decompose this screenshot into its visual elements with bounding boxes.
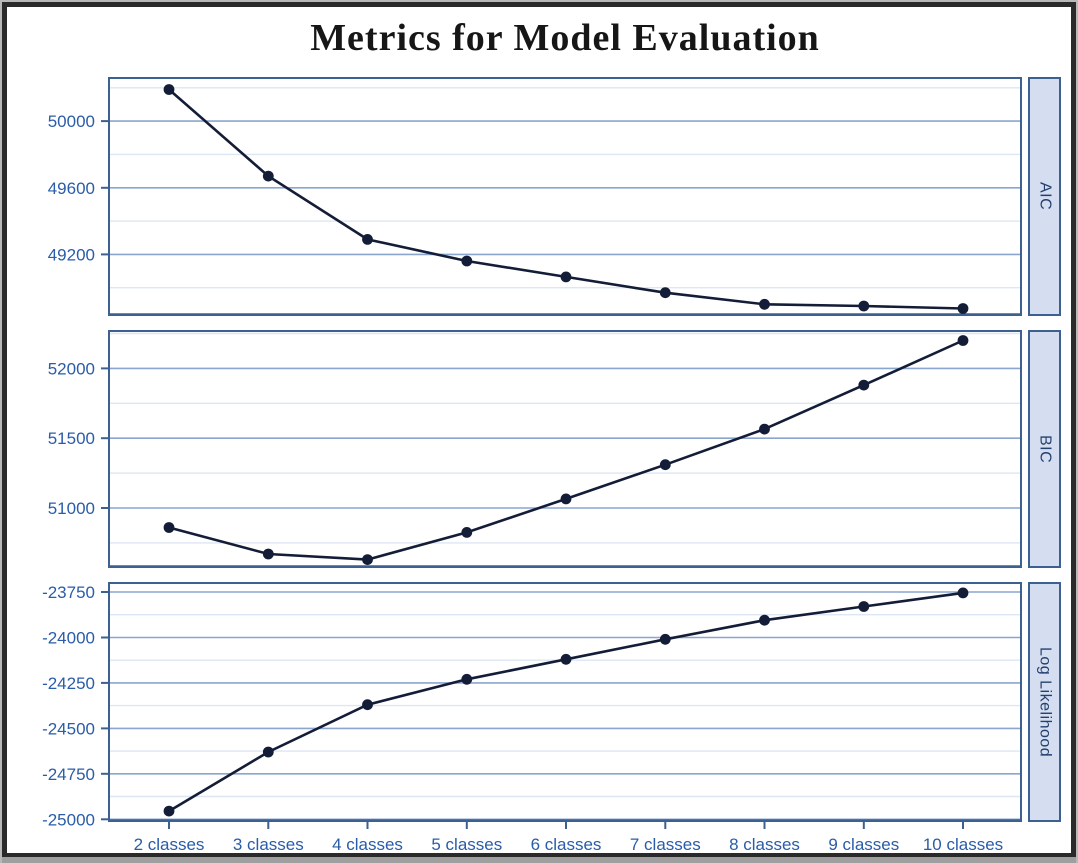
y-tick-label: -24500 bbox=[42, 719, 95, 738]
data-point bbox=[461, 255, 473, 267]
x-axis-label: 3 classes bbox=[233, 835, 304, 854]
x-axis-label: 2 classes bbox=[134, 835, 205, 854]
data-point bbox=[262, 170, 274, 182]
data-point bbox=[659, 633, 671, 645]
frame-bottom-edge bbox=[0, 857, 1078, 863]
data-point bbox=[163, 522, 175, 533]
y-tick-label: -24250 bbox=[42, 674, 95, 693]
data-point bbox=[262, 548, 274, 560]
data-point bbox=[560, 493, 572, 505]
data-point bbox=[659, 459, 671, 471]
data-point bbox=[163, 805, 175, 817]
data-point bbox=[858, 300, 870, 312]
aic-strip: AIC bbox=[1028, 77, 1061, 316]
data-point bbox=[858, 379, 870, 391]
y-tick-label: 50000 bbox=[48, 112, 95, 131]
x-axis-label: 4 classes bbox=[332, 835, 403, 854]
x-axis-label: 8 classes bbox=[729, 835, 800, 854]
loglikelihood-panel-plot: -23750 -24000 -24250 -24500 -24750 -25000 2 cl… bbox=[42, 582, 1022, 854]
data-point bbox=[759, 423, 770, 435]
data-point bbox=[858, 601, 870, 612]
data-point bbox=[759, 298, 770, 310]
data-point bbox=[659, 287, 671, 299]
data-point bbox=[362, 554, 373, 565]
y-tick-label: 52000 bbox=[48, 359, 95, 378]
y-tick-label: 51500 bbox=[48, 429, 95, 448]
x-axis-label: 9 classes bbox=[828, 835, 899, 854]
bic-strip: BIC bbox=[1028, 330, 1061, 568]
aic-panel-plot: 50000 49600 49200 bbox=[48, 77, 1022, 316]
aic-strip-label: AIC bbox=[1036, 182, 1054, 211]
y-tick-label: -23750 bbox=[42, 583, 95, 602]
bic-strip-label: BIC bbox=[1036, 434, 1054, 464]
plot-background bbox=[109, 330, 1021, 568]
data-point bbox=[362, 234, 373, 245]
data-point bbox=[262, 746, 274, 758]
data-point bbox=[759, 614, 770, 626]
data-point bbox=[560, 653, 572, 665]
data-point bbox=[957, 335, 969, 346]
data-point bbox=[461, 527, 473, 538]
data-point bbox=[957, 587, 969, 599]
x-axis-label: 5 classes bbox=[431, 835, 502, 854]
x-axis-label: 6 classes bbox=[531, 835, 602, 854]
y-tick-label: 49600 bbox=[48, 179, 95, 198]
x-axis-label: 7 classes bbox=[630, 835, 701, 854]
figure-title: Metrics for Model Evaluation bbox=[310, 17, 820, 59]
data-point bbox=[560, 271, 572, 283]
bic-panel-plot: 52000 51500 51000 bbox=[48, 330, 1022, 568]
loglikelihood-strip: Log Likelihood bbox=[1028, 582, 1061, 822]
data-point bbox=[957, 303, 969, 314]
y-tick-label: -25000 bbox=[42, 810, 95, 829]
y-tick-label: 51000 bbox=[48, 499, 95, 518]
data-point bbox=[163, 84, 175, 95]
y-tick-label: -24000 bbox=[42, 629, 95, 648]
data-point bbox=[461, 673, 473, 685]
loglikelihood-strip-label: Log Likelihood bbox=[1036, 646, 1054, 758]
plot-background bbox=[109, 582, 1021, 822]
y-tick-label: 49200 bbox=[48, 245, 95, 264]
y-tick-label: -24750 bbox=[42, 765, 95, 784]
data-point bbox=[362, 699, 373, 711]
x-axis-label: 10 classes bbox=[923, 835, 1003, 854]
